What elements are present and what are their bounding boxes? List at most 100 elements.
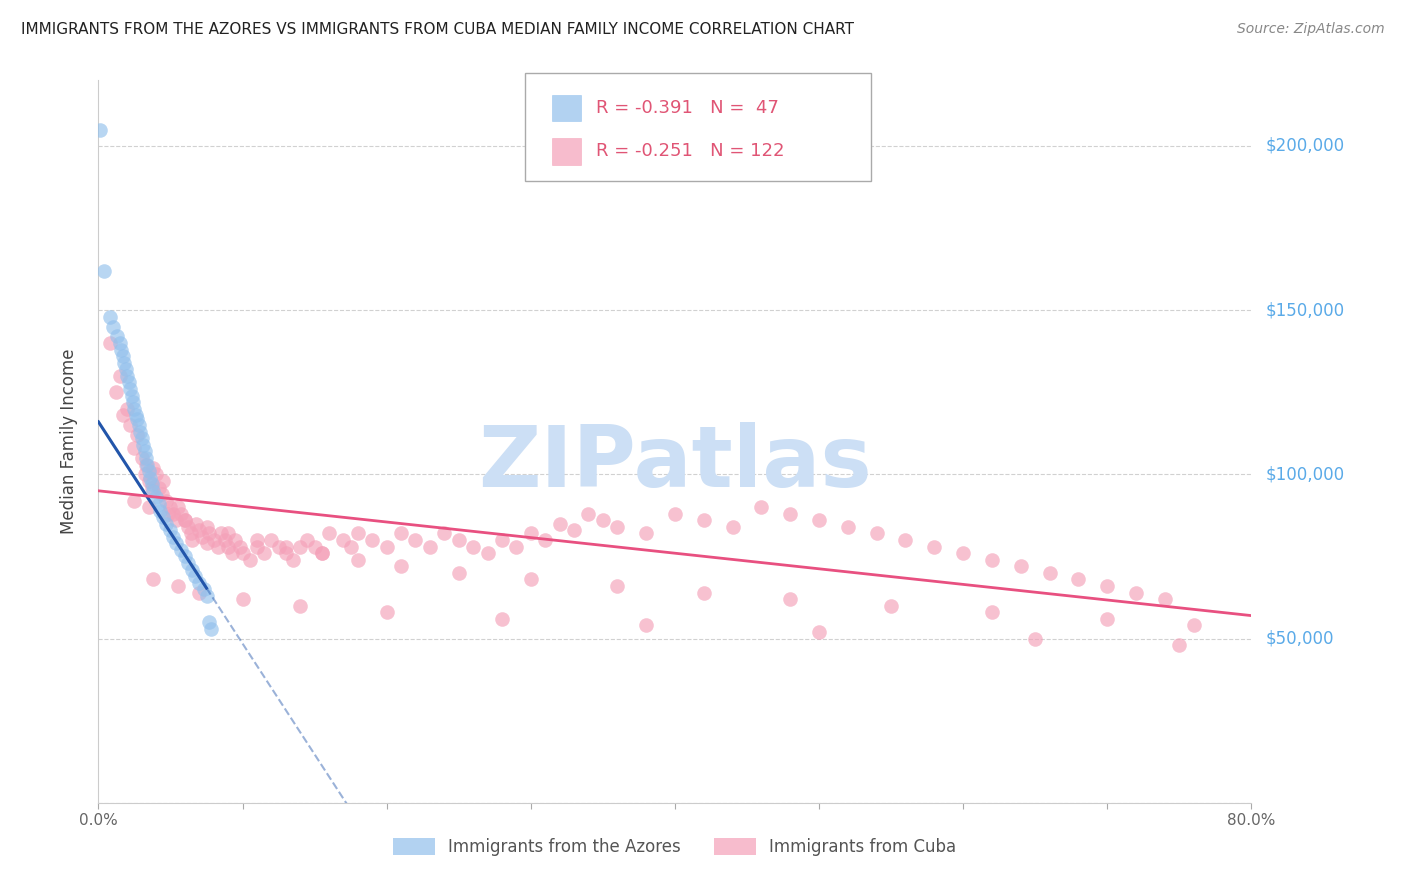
Point xyxy=(664,507,686,521)
Point xyxy=(1067,573,1090,587)
Point xyxy=(693,513,716,527)
Point xyxy=(142,460,165,475)
Text: $50,000: $50,000 xyxy=(1265,630,1334,648)
Point xyxy=(135,458,157,472)
Point xyxy=(361,533,384,547)
Point xyxy=(246,540,269,554)
Point xyxy=(461,540,484,554)
Point xyxy=(1097,579,1119,593)
Point xyxy=(124,493,146,508)
Point xyxy=(159,523,181,537)
Point xyxy=(195,589,218,603)
Point xyxy=(217,526,239,541)
Point xyxy=(217,540,239,554)
Point xyxy=(132,438,155,452)
Point xyxy=(779,592,801,607)
Point xyxy=(808,625,831,640)
Point xyxy=(148,497,170,511)
Point xyxy=(1010,559,1032,574)
Point xyxy=(253,546,276,560)
Point xyxy=(125,409,148,423)
Point xyxy=(139,471,162,485)
Point xyxy=(108,336,131,351)
Point xyxy=(924,540,946,554)
Point xyxy=(505,540,527,554)
Point xyxy=(138,464,160,478)
Point xyxy=(274,540,297,554)
Point xyxy=(866,526,889,541)
Y-axis label: Median Family Income: Median Family Income xyxy=(59,349,77,534)
Point xyxy=(138,500,160,515)
Point xyxy=(721,520,744,534)
Point xyxy=(520,573,543,587)
Point xyxy=(186,516,208,531)
Point xyxy=(134,444,156,458)
Point xyxy=(447,533,470,547)
Point xyxy=(135,450,157,465)
Point xyxy=(145,467,167,482)
Text: IMMIGRANTS FROM THE AZORES VS IMMIGRANTS FROM CUBA MEDIAN FAMILY INCOME CORRELAT: IMMIGRANTS FROM THE AZORES VS IMMIGRANTS… xyxy=(21,22,853,37)
Point xyxy=(274,546,297,560)
Point xyxy=(636,618,658,632)
Point xyxy=(142,483,165,498)
Point xyxy=(131,450,153,465)
Point xyxy=(606,579,628,593)
Point xyxy=(127,428,149,442)
FancyBboxPatch shape xyxy=(551,95,582,121)
Point xyxy=(127,411,149,425)
Point xyxy=(592,513,614,527)
Point xyxy=(108,368,131,383)
Legend: Immigrants from the Azores, Immigrants from Cuba: Immigrants from the Azores, Immigrants f… xyxy=(387,831,963,863)
Point xyxy=(180,526,202,541)
Point xyxy=(290,540,312,554)
Point xyxy=(779,507,801,521)
Point xyxy=(145,491,167,505)
Point xyxy=(177,556,200,570)
Point xyxy=(174,513,197,527)
Point xyxy=(1168,638,1191,652)
Point xyxy=(138,474,160,488)
Point xyxy=(491,533,513,547)
Point xyxy=(297,533,319,547)
Point xyxy=(894,533,917,547)
Point xyxy=(195,536,218,550)
Point xyxy=(375,540,398,554)
Point xyxy=(332,533,354,547)
Point xyxy=(124,401,146,416)
Point xyxy=(155,493,177,508)
Point xyxy=(477,546,499,560)
Point xyxy=(1182,618,1205,632)
Point xyxy=(311,546,333,560)
Point xyxy=(693,585,716,599)
Point xyxy=(808,513,831,527)
Point xyxy=(534,533,557,547)
Point xyxy=(101,319,124,334)
Point xyxy=(169,507,191,521)
Point xyxy=(150,487,173,501)
Point xyxy=(389,526,412,541)
Point xyxy=(311,546,333,560)
Point xyxy=(124,441,146,455)
FancyBboxPatch shape xyxy=(551,138,582,165)
Point xyxy=(174,513,197,527)
Text: Source: ZipAtlas.com: Source: ZipAtlas.com xyxy=(1237,22,1385,37)
Point xyxy=(98,336,121,351)
Point xyxy=(134,467,156,482)
Point xyxy=(120,418,142,433)
Point xyxy=(114,362,136,376)
Point xyxy=(141,481,163,495)
Point xyxy=(142,573,165,587)
Point xyxy=(169,542,191,557)
Point xyxy=(120,382,142,396)
Point xyxy=(880,599,903,613)
Point xyxy=(188,523,211,537)
Point xyxy=(202,533,225,547)
Text: ZIPatlas: ZIPatlas xyxy=(478,422,872,505)
Point xyxy=(214,533,236,547)
Point xyxy=(267,540,290,554)
Point xyxy=(117,401,139,416)
Point xyxy=(162,507,184,521)
Point xyxy=(152,510,174,524)
Point xyxy=(165,536,187,550)
Point xyxy=(159,500,181,515)
